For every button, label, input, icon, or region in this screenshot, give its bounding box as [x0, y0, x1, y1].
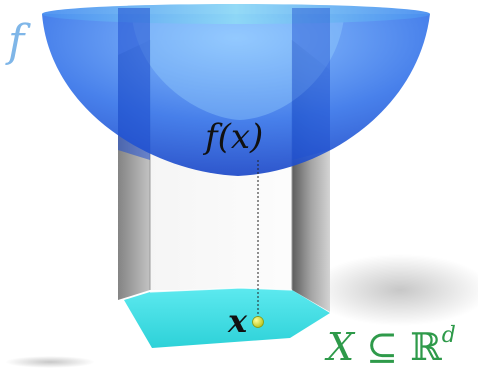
- ground-shadow: [310, 254, 478, 326]
- domain-variable: X: [327, 325, 355, 369]
- function-bowl-inner: [132, 18, 344, 120]
- domain-label: X ⊆ ℝd: [327, 325, 456, 369]
- domain-exponent: d: [441, 323, 456, 349]
- point-x-marker: [252, 316, 264, 328]
- domain-base: [124, 288, 330, 348]
- prism-left-pillar-in-bowl: [118, 8, 150, 160]
- domain-base-back-edge: [149, 287, 293, 293]
- function-label: f: [8, 16, 25, 67]
- point-label: x: [228, 302, 248, 340]
- ground-shadow-left: [5, 356, 95, 368]
- function-bowl-rim: [42, 4, 430, 24]
- prism-right-pillar-in-bowl: [292, 8, 330, 160]
- function-value-label: f(x): [205, 117, 264, 157]
- domain-space: ℝ: [410, 325, 442, 369]
- domain-relation: ⊆: [366, 325, 398, 369]
